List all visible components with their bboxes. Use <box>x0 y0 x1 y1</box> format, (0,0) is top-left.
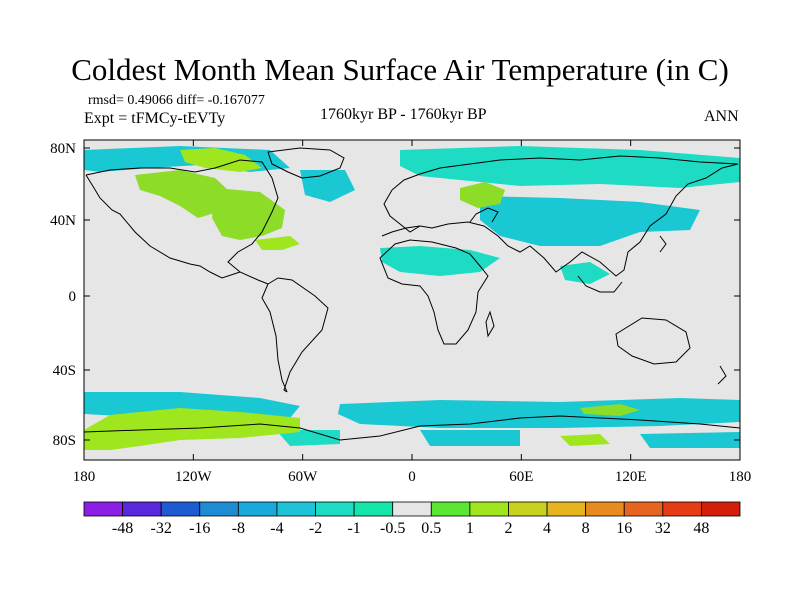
coastline-segment <box>84 415 740 441</box>
lat-tick-label: 80N <box>50 141 76 157</box>
coastlines <box>84 147 740 441</box>
colorbar: -48 -32 -16 -8 -4 -2 -1 -0.5 0.5 1 2 4 8 16 32 48 <box>83 501 741 537</box>
cool-anomaly-patch <box>300 170 355 202</box>
colorbar-label: -8 <box>232 520 245 537</box>
colorbar-swatch <box>623 501 664 517</box>
colorbar-swatch <box>83 501 123 517</box>
latitude-axis: 80N 40N 0 40S 80S <box>50 141 740 449</box>
warm-anomaly-patch <box>580 404 640 416</box>
colorbar-label: -16 <box>189 520 210 537</box>
coastline-segment <box>383 189 421 233</box>
cool-anomaly-patch <box>640 432 740 448</box>
cool-anomaly-patch <box>276 430 340 446</box>
lat-tick-label: 80S <box>53 433 76 449</box>
colorbar-swatch <box>469 501 509 517</box>
colorbar-label: 48 <box>693 520 709 537</box>
coastline-segment <box>85 159 279 285</box>
colorbar-swatch <box>199 501 239 517</box>
cool-anomaly-patch <box>560 262 610 284</box>
colorbar-swatch <box>508 501 548 517</box>
colorbar-label: 1 <box>466 520 474 537</box>
season-label: ANN <box>704 108 739 125</box>
colorbar-label: -48 <box>112 520 133 537</box>
colorbar-swatch <box>392 501 432 517</box>
colorbar-swatch <box>353 501 394 517</box>
warm-anomaly-patch <box>460 182 505 208</box>
lon-tick-label: 120E <box>615 469 647 485</box>
coastline-segment <box>577 275 623 293</box>
colorbar-swatch <box>701 501 741 517</box>
coastline-segment <box>267 147 345 179</box>
colorbar-swatch <box>237 501 278 517</box>
coastline-segment <box>267 277 329 393</box>
lat-tick-label: 40N <box>50 213 76 229</box>
cool-anomaly-patch <box>400 146 740 188</box>
cool-anomaly-patch <box>338 398 740 428</box>
colorbar-label: 4 <box>543 520 551 537</box>
warm-anomaly-patch <box>135 170 230 218</box>
lon-tick-label: 180 <box>729 469 752 485</box>
rmsd-diff-stats: rmsd= 0.49066 diff= -0.167077 <box>88 93 265 108</box>
coastline-segment <box>717 365 727 385</box>
lon-tick-label: 120W <box>175 469 213 485</box>
cool-anomaly-patch <box>480 196 700 246</box>
lat-tick-label: 0 <box>69 289 77 305</box>
colorbar-swatch <box>546 501 587 517</box>
lat-tick-label: 40S <box>53 363 76 379</box>
colorbar-label: 0.5 <box>421 520 441 537</box>
colorbar-label: 2 <box>504 520 512 537</box>
lon-tick-label: 0 <box>408 469 416 485</box>
lon-tick-label: 60E <box>509 469 533 485</box>
colorbar-swatch <box>160 501 201 517</box>
colorbar-label: 32 <box>655 520 671 537</box>
colorbar-swatch <box>122 501 162 517</box>
colorbar-swatch <box>585 501 625 517</box>
anomaly-field <box>84 146 740 450</box>
experiment-label: Expt = tFMCy-tEVTy <box>84 110 226 127</box>
coastline-segment <box>615 317 691 365</box>
warm-anomaly-patch <box>84 408 300 450</box>
coastline-segment <box>469 207 499 223</box>
lon-tick-label: 180 <box>73 469 96 485</box>
colorbar-swatch <box>315 501 355 517</box>
colorbar-label: -1 <box>347 520 360 537</box>
colorbar-label: 16 <box>616 520 632 537</box>
period-label: 1760kyr BP - 1760kyr BP <box>320 106 487 123</box>
colorbar-swatch <box>662 501 702 517</box>
coastline-segment <box>85 174 241 279</box>
colorbar-label: -0.5 <box>380 520 405 537</box>
warm-anomaly-patch <box>180 148 262 172</box>
colorbar-label: -32 <box>151 520 172 537</box>
colorbar-label: 8 <box>582 520 590 537</box>
longitude-axis: 180 120W 60W 0 60E 120E 180 <box>73 140 752 485</box>
coastline-segment <box>485 310 495 338</box>
coastline-segment <box>391 155 739 191</box>
warm-anomaly-patch <box>212 188 285 240</box>
coastline-segment <box>381 163 739 277</box>
coastline-segment <box>379 239 489 345</box>
coastline-segment <box>261 283 288 393</box>
colorbar-label: -4 <box>270 520 283 537</box>
coastline-segment <box>659 235 667 253</box>
warm-anomaly-regions <box>84 148 640 450</box>
cool-anomaly-patch <box>84 392 300 418</box>
warm-anomaly-patch <box>560 434 610 446</box>
map-title: Coldest Month Mean Surface Air Temperatu… <box>71 52 729 87</box>
cool-anomaly-patch <box>420 430 520 446</box>
colorbar-swatch <box>430 501 471 517</box>
colorbar-swatch <box>276 501 316 517</box>
warm-anomaly-patch <box>255 236 300 250</box>
colorbar-label: -2 <box>309 520 322 537</box>
lon-tick-label: 60W <box>288 469 318 485</box>
